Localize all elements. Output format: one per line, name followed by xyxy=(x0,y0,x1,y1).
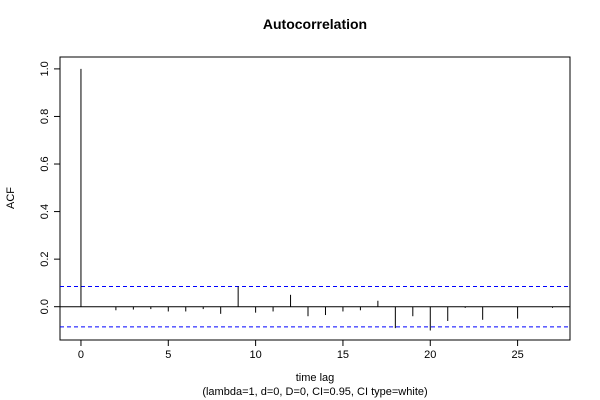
y-axis: 0.0 0.2 0.4 0.6 0.8 1.0 xyxy=(39,61,60,314)
acf-bars xyxy=(80,68,554,331)
x-tick-label: 20 xyxy=(424,349,436,361)
chart-subtitle: (lambda=1, d=0, D=0, CI=0.95, CI type=wh… xyxy=(202,386,427,398)
x-tick-label: 25 xyxy=(511,349,523,361)
confidence-bounds xyxy=(60,285,570,328)
y-axis-label: ACF xyxy=(5,187,17,209)
x-tick-label: 15 xyxy=(337,349,349,361)
y-tick-label: 1.0 xyxy=(39,61,51,76)
x-axis: 0 5 10 15 20 25 xyxy=(78,340,524,361)
y-tick-label: 0.8 xyxy=(39,109,51,124)
y-tick-label: 0.0 xyxy=(39,299,51,314)
x-tick-label: 5 xyxy=(165,349,171,361)
y-tick-label: 0.4 xyxy=(39,204,51,219)
x-axis-label: time lag xyxy=(296,372,335,384)
x-tick-label: 10 xyxy=(249,349,261,361)
chart-title: Autocorrelation xyxy=(263,16,367,32)
x-tick-label: 0 xyxy=(78,349,84,361)
y-tick-label: 0.6 xyxy=(39,156,51,171)
plot-area-border xyxy=(59,56,571,341)
y-tick-label: 0.2 xyxy=(39,251,51,266)
